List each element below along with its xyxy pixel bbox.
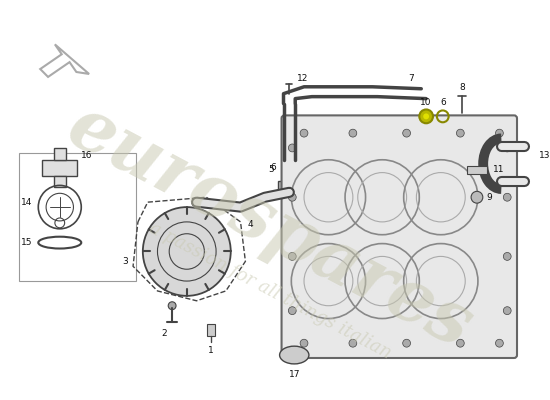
Circle shape [503,307,511,314]
Text: eurospares: eurospares [56,90,484,363]
Circle shape [288,193,296,201]
Circle shape [288,144,296,152]
Bar [282,172,297,207]
Text: 17: 17 [289,370,300,379]
Text: 12: 12 [297,74,309,83]
Circle shape [496,339,503,347]
Text: 9: 9 [487,193,492,202]
Circle shape [456,129,464,137]
Text: 3: 3 [123,257,128,266]
Circle shape [143,207,231,296]
Text: 6: 6 [440,98,446,107]
Bar [19,153,136,281]
Bar [467,166,487,174]
Circle shape [403,129,410,137]
Circle shape [168,302,176,310]
Circle shape [419,110,433,123]
Bar [278,182,301,197]
Circle shape [283,161,296,174]
Text: 7: 7 [409,74,414,83]
Circle shape [503,252,511,260]
Bar [42,160,78,176]
Bar [207,324,215,336]
Text: 15: 15 [21,238,32,247]
Circle shape [288,252,296,260]
Bar [54,176,65,187]
Text: 13: 13 [538,151,550,160]
Text: 11: 11 [493,165,504,174]
Circle shape [403,339,410,347]
Text: 1: 1 [208,346,214,355]
Ellipse shape [279,346,309,364]
Bar [54,148,65,160]
FancyBboxPatch shape [282,115,517,358]
Circle shape [423,114,429,119]
Circle shape [496,129,503,137]
Text: 10: 10 [420,98,432,107]
Text: a passion for all things italian: a passion for all things italian [146,219,394,363]
Circle shape [287,165,292,171]
Text: 6: 6 [270,163,276,172]
Circle shape [349,339,357,347]
Circle shape [503,193,511,201]
Circle shape [471,191,483,203]
Circle shape [288,307,296,314]
Text: 5: 5 [268,165,274,174]
Text: 14: 14 [21,198,32,207]
Circle shape [300,339,308,347]
Text: 2: 2 [162,329,167,338]
Circle shape [300,129,308,137]
Circle shape [503,144,511,152]
Circle shape [456,339,464,347]
Text: 8: 8 [459,83,465,92]
Text: 16: 16 [81,151,93,160]
Text: 4: 4 [248,220,253,229]
Circle shape [349,129,357,137]
